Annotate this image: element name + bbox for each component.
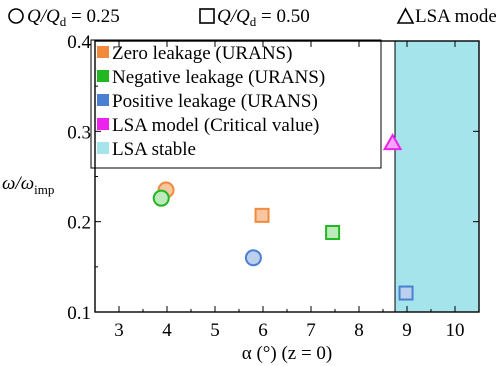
y-axis-label: ω/ωimp [2, 173, 54, 197]
x-tick-label: 8 [354, 320, 364, 341]
legend-label: Positive leakage (URANS) [112, 91, 318, 112]
data-point-circle [152, 189, 170, 207]
x-axis-label: α (°) (z = 0) [242, 343, 333, 364]
legend-swatch [97, 94, 109, 106]
x-tick-label: 4 [162, 320, 172, 341]
legend-swatch [97, 142, 109, 154]
x-tick-label: 9 [402, 320, 412, 341]
top-legend-circle-icon [8, 8, 24, 24]
x-tick-label: 3 [114, 320, 124, 341]
x-tick-label: 6 [258, 320, 268, 341]
data-point-triangle [382, 133, 403, 151]
y-tick-label: 0.4 [67, 32, 91, 53]
top-legend-triangle-label: LSA model [415, 6, 496, 27]
data-point-square [325, 225, 341, 241]
legend: Zero leakage (URANS) Negative leakage (UR… [90, 39, 382, 169]
x-tick-label: 7 [306, 320, 316, 341]
stable-region [395, 41, 479, 312]
x-tick-label: 5 [210, 320, 220, 341]
data-point-circle [244, 249, 262, 267]
legend-label: Negative leakage (URANS) [112, 67, 325, 88]
legend-frame [90, 39, 382, 169]
legend-swatch [97, 70, 109, 82]
plot-frame [94, 40, 480, 313]
legend-swatch [97, 46, 109, 58]
legend-label: LSA model (Critical value) [112, 115, 319, 136]
y-tick-label: 0.3 [67, 122, 91, 143]
y-tick-label: 0.1 [67, 303, 91, 324]
x-tick-label: 10 [446, 320, 465, 341]
legend-label: LSA stable [112, 139, 196, 160]
data-point-square [398, 285, 414, 301]
top-legend-square-icon [199, 8, 215, 24]
y-tick-label: 0.2 [67, 213, 91, 234]
legend-swatch [97, 118, 109, 130]
top-legend-triangle-icon [396, 7, 415, 24]
data-point-square [254, 207, 270, 223]
top-legend-square-label: Q/Qd = 0.50 [217, 6, 310, 29]
axes-layer: 3 4 5 6 7 8 9 10 0.1 0.2 0.3 0.4 [67, 32, 480, 341]
top-legend-circle-label: Q/Qd = 0.25 [27, 6, 120, 29]
points-layer [152, 133, 414, 301]
legend-label: Zero leakage (URANS) [112, 43, 292, 64]
stable-region-layer [394, 41, 479, 312]
top-legend: Q/Qd = 0.25 Q/Qd = 0.50 LSA model [8, 6, 496, 29]
